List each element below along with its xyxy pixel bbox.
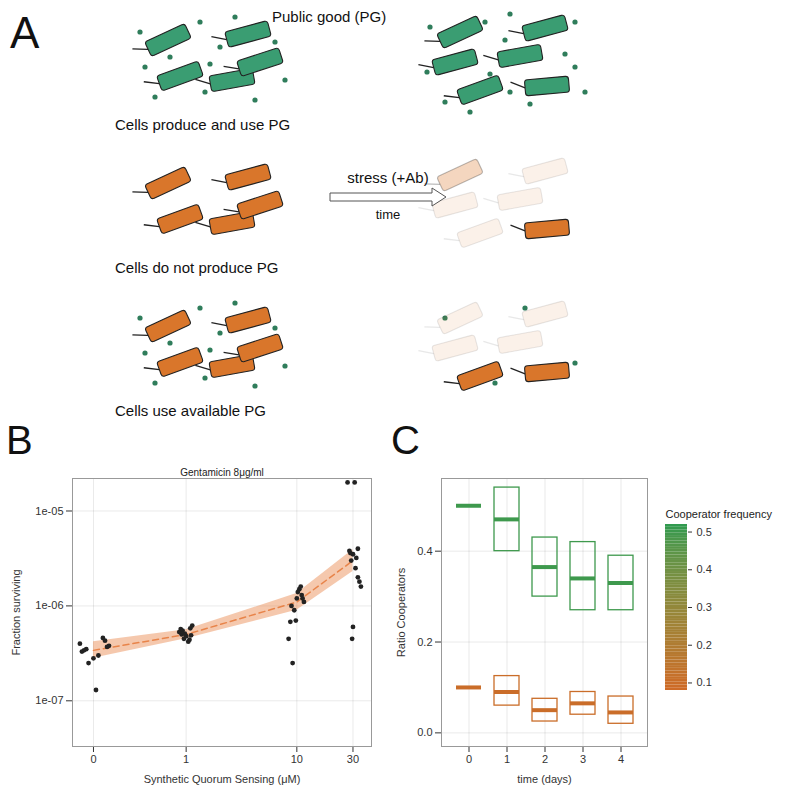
svg-text:0.1: 0.1	[697, 676, 712, 688]
svg-text:0.3: 0.3	[697, 601, 712, 613]
svg-text:0.4: 0.4	[697, 563, 712, 575]
svg-text:0: 0	[466, 753, 472, 765]
svg-text:Ratio Cooperators: Ratio Cooperators	[395, 567, 407, 657]
svg-text:Cells use available PG: Cells use available PG	[115, 402, 266, 419]
svg-text:Cells produce and use PG: Cells produce and use PG	[115, 116, 290, 133]
html-text:C: C	[391, 418, 420, 462]
html-text:B: B	[6, 418, 33, 462]
svg-text:Cells do not produce PG: Cells do not produce PG	[115, 259, 278, 276]
svg-text:1e-07: 1e-07	[35, 694, 63, 706]
svg-text:0.2: 0.2	[697, 639, 712, 651]
svg-text:time: time	[376, 207, 401, 222]
svg-text:0.5: 0.5	[697, 526, 712, 538]
svg-text:1e-05: 1e-05	[35, 505, 63, 517]
svg-text:0: 0	[90, 753, 96, 765]
svg-text:1e-06: 1e-06	[35, 599, 63, 611]
svg-text:Fraction surviving: Fraction surviving	[10, 569, 22, 655]
svg-text:3: 3	[580, 753, 586, 765]
svg-text:Cooperator frequency: Cooperator frequency	[666, 508, 773, 520]
svg-text:Gentamicin 8μg/ml: Gentamicin 8μg/ml	[180, 467, 264, 478]
svg-text:10: 10	[291, 753, 303, 765]
svg-text:4: 4	[618, 753, 624, 765]
svg-text:A: A	[10, 8, 40, 57]
svg-text:time (days): time (days)	[517, 773, 571, 785]
svg-text:0.0: 0.0	[417, 726, 432, 738]
svg-text:Synthetic Quorum Sensing (μM): Synthetic Quorum Sensing (μM)	[144, 773, 301, 785]
svg-text:0.4: 0.4	[417, 545, 432, 557]
svg-text:stress (+Ab): stress (+Ab)	[347, 169, 428, 186]
svg-text:0.2: 0.2	[417, 636, 432, 648]
svg-text:2: 2	[542, 753, 548, 765]
svg-text:1: 1	[183, 753, 189, 765]
svg-text:Public good (PG): Public good (PG)	[272, 8, 386, 25]
svg-text:30: 30	[347, 753, 359, 765]
svg-text:1: 1	[504, 753, 510, 765]
